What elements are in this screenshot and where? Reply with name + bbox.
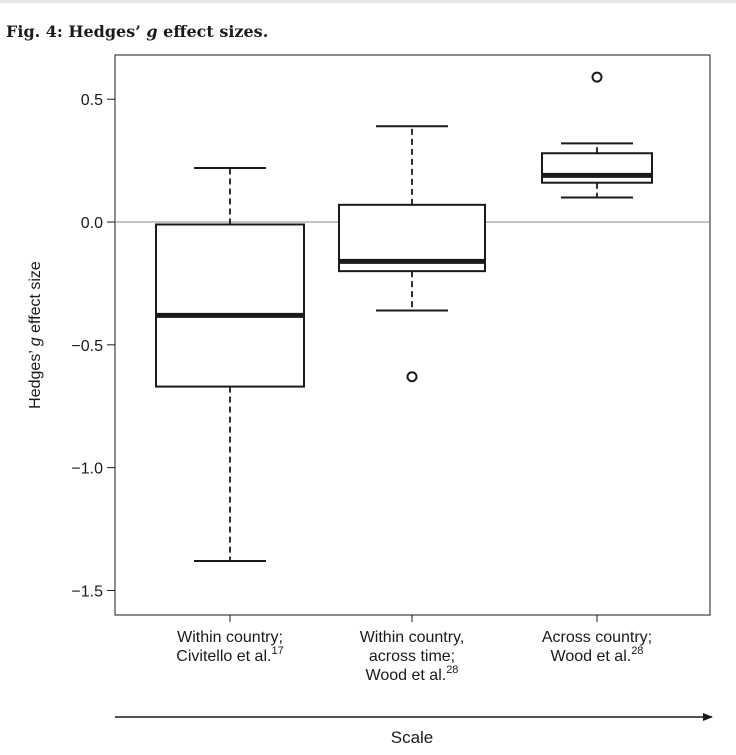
y-tick-label: −0.5 [71,338,103,355]
y-tick-label: 0.5 [81,92,103,109]
x-tick-label: Across country; [542,629,652,646]
outlier-point [591,71,603,83]
figure-title: Fig. 4: Hedges’ g effect sizes. [6,22,268,41]
box-group [541,71,653,199]
box-series [155,71,653,562]
box-group [338,125,486,383]
x-tick-label: Within country, [360,629,465,646]
box-group [155,166,305,562]
x-tick-label: Wood et al.28 [366,664,459,684]
outlier-point [406,371,418,383]
iqr-box [541,152,653,184]
x-tick-label: across time; [369,648,455,665]
y-axis: 0.5 0.0 −0.5 −1.0 −1.5 [71,92,115,600]
iqr-box [155,223,305,388]
y-tick-label: −1.0 [71,461,103,478]
y-axis-label: Hedges’ g effect size [27,261,44,409]
figure-title-italic: g [146,22,158,41]
x-axis-labels: Within country;Civitello et al.17 Within … [176,615,652,684]
y-tick-label: −1.5 [71,583,103,600]
x-tick-label: Within country; [177,629,283,646]
x-tick-label: Civitello et al.17 [176,645,283,665]
y-axis-label-suffix: effect size [27,261,44,337]
x-axis-label: Scale [391,728,434,747]
figure-title-suffix: effect sizes. [157,22,269,41]
x-tick-label: Wood et al.28 [551,645,644,665]
y-axis-label-italic: g [27,337,44,346]
figure-title-prefix: Fig. 4: Hedges’ [6,22,147,41]
y-tick-label: 0.0 [81,215,103,232]
top-divider [0,0,736,3]
y-axis-label-prefix: Hedges’ [27,346,44,409]
